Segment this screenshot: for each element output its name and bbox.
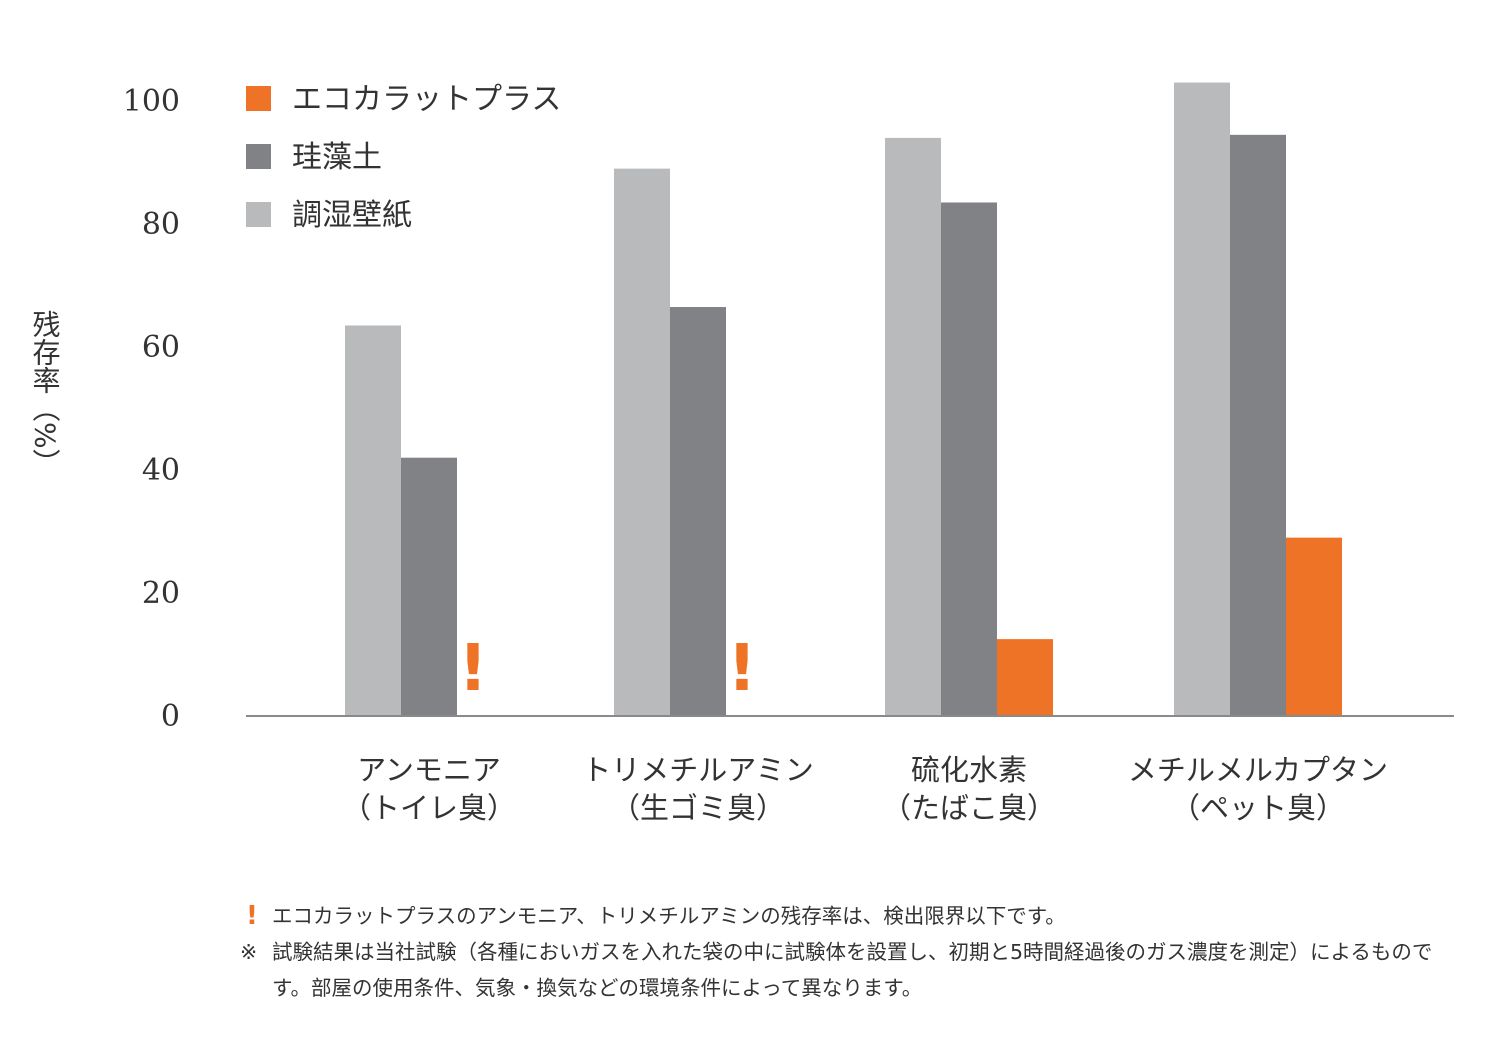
category-label-line2: （トイレ臭）	[342, 791, 516, 825]
footnote-text: 試験結果は当社試験（各種においガスを入れた袋の中に試験体を設置し、初期と5時間経…	[272, 940, 1433, 1000]
x-axis-labels: アンモニア （トイレ臭） トリメチルアミン （生ゴミ臭） 硫化水素 （たばこ臭） メチルメル…	[342, 753, 1388, 825]
bar	[670, 307, 726, 716]
category-label-line2: （たばこ臭）	[882, 791, 1056, 825]
y-tick-label: 0	[161, 699, 180, 734]
bar	[345, 325, 401, 716]
y-axis-title: 残存率（%）	[29, 310, 62, 477]
y-axis: 0 20 40 60 80 100	[123, 84, 180, 734]
bar	[614, 168, 670, 716]
below-detection-marker: !	[458, 632, 487, 706]
bar	[885, 137, 941, 716]
bar	[1174, 82, 1230, 717]
category-label-line1: 硫化水素	[911, 753, 1027, 787]
reference-mark-icon: ※	[240, 940, 258, 964]
below-detection-marker: !	[727, 632, 756, 706]
bar	[1286, 537, 1342, 716]
legend-label: 珪藻土	[292, 140, 382, 175]
bar	[1230, 134, 1286, 716]
category-label-line2: （生ゴミ臭）	[611, 791, 785, 825]
y-tick-label: 60	[142, 330, 180, 365]
category-label-line2: （ペット臭）	[1171, 791, 1345, 825]
y-axis-title-text: 残存率（%）	[29, 310, 62, 477]
legend-label: エコカラットプラス	[292, 82, 561, 117]
category-label-line1: アンモニア	[357, 753, 501, 787]
bar	[401, 457, 457, 716]
y-tick-label: 40	[142, 453, 180, 488]
y-tick-label: 20	[142, 576, 180, 611]
footnote-text: エコカラットプラスのアンモニア、トリメチルアミンの残存率は、検出限界以下です。	[272, 904, 1066, 928]
legend-swatch	[246, 86, 271, 111]
category-label-line1: トリメチルアミン	[582, 753, 813, 787]
y-tick-label: 80	[142, 207, 180, 242]
category-label-line1: メチルメルカプタン	[1128, 753, 1388, 787]
bar	[997, 639, 1053, 716]
footnote-detection-limit: ! エコカラットプラスのアンモニア、トリメチルアミンの残存率は、検出限界以下です…	[240, 898, 1470, 934]
legend-label: 調湿壁紙	[292, 198, 412, 233]
legend-swatch	[246, 144, 271, 169]
exclamation-icon: !	[246, 901, 258, 931]
bar	[941, 202, 997, 717]
legend-swatch	[246, 202, 271, 227]
bars: !!	[345, 82, 1342, 717]
y-tick-label: 100	[123, 84, 180, 119]
footnote-test-conditions: ※ 試験結果は当社試験（各種においガスを入れた袋の中に試験体を設置し、初期と5時…	[240, 934, 1470, 1006]
footnotes: ! エコカラットプラスのアンモニア、トリメチルアミンの残存率は、検出限界以下です…	[240, 898, 1470, 1006]
